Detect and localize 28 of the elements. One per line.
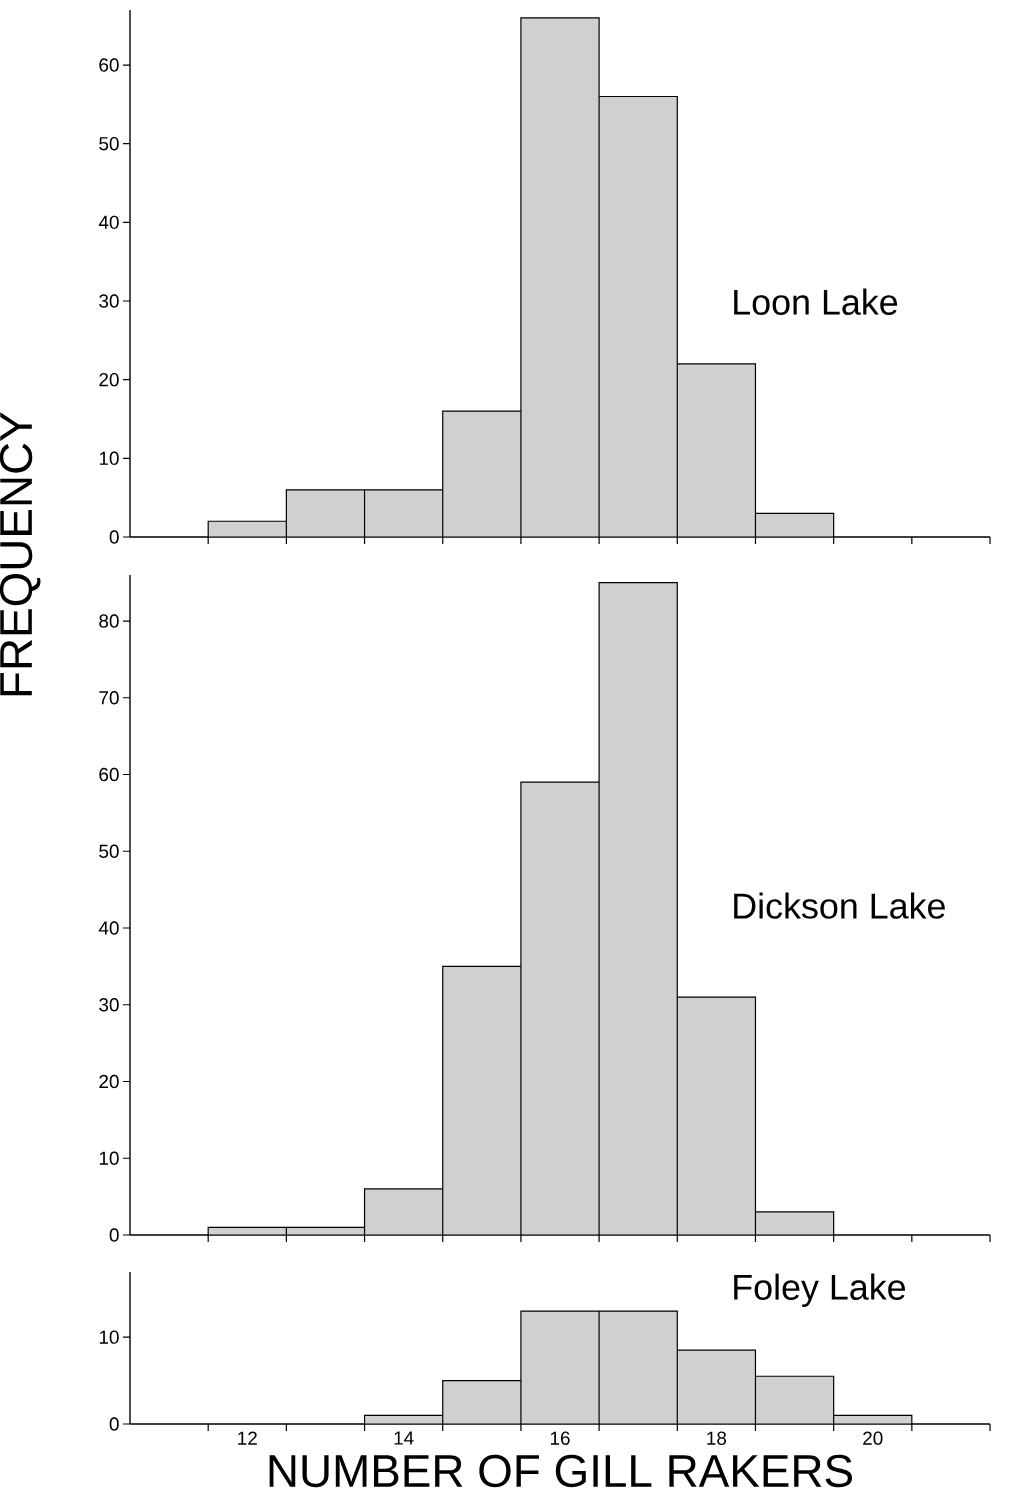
text: Dickson Lake	[734, 892, 945, 919]
x-tick-label: 12	[238, 1431, 257, 1445]
y-axis-title: FREQUENCY	[0, 412, 41, 696]
y-tick-label: 20	[99, 1074, 119, 1089]
chart-title: Foley Lake	[734, 1273, 906, 1308]
y-tick-label: 30	[99, 998, 119, 1012]
y-tick-label: 50	[99, 136, 119, 151]
y-tick-label: 40	[98, 921, 119, 935]
y-tick-label: 60	[99, 767, 119, 782]
y-tick-label: 50	[99, 844, 119, 858]
y-tick-label: 10	[99, 451, 119, 466]
x-tick-label: 16	[550, 1431, 570, 1445]
y-tick-label: 0	[109, 1228, 119, 1242]
y-tick-label: 80	[99, 614, 119, 628]
x-tick-label: 14	[394, 1431, 414, 1445]
x-tick-label: 18	[707, 1431, 727, 1445]
x-axis-title: NUMBER OF GILL RAKERS	[269, 1454, 852, 1488]
text: Loon Lake	[734, 288, 898, 315]
y-tick-label: 0	[109, 530, 119, 544]
y-tick-label: 10	[99, 1330, 119, 1344]
y-tick-label: 40	[98, 215, 119, 230]
y-tick-label: 10	[99, 1151, 119, 1165]
y-tick-label: 20	[99, 372, 119, 387]
y-tick-label: 60	[99, 58, 119, 72]
y-tick-label: 30	[99, 294, 119, 308]
y-tick-label: 70	[99, 691, 119, 705]
y-tick-label: 0	[109, 1417, 119, 1431]
x-tick-label: 20	[863, 1431, 883, 1445]
